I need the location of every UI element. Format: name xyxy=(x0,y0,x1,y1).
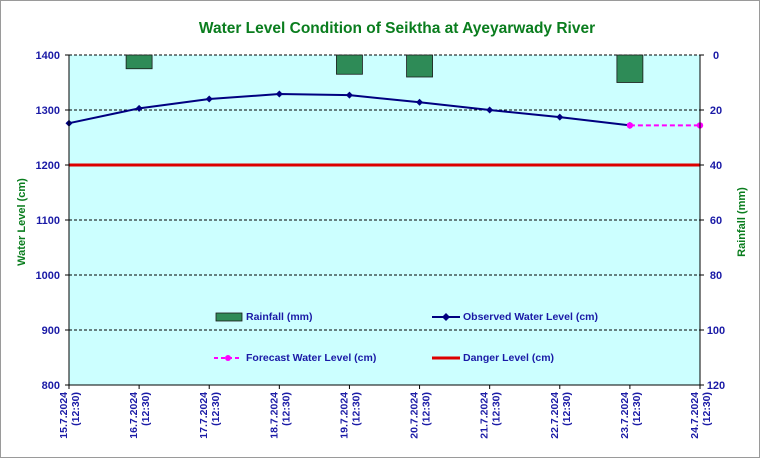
x-tick-time: (12:30) xyxy=(70,392,82,426)
observed-point xyxy=(416,98,424,106)
x-tick-date: 21.7.2024 xyxy=(479,392,491,439)
x-tick-date: 19.7.2024 xyxy=(338,392,350,439)
x-tick-date: 20.7.2024 xyxy=(409,392,421,439)
x-tick-time: (12:30) xyxy=(280,392,292,426)
y2-tick-label: 0 xyxy=(713,50,719,62)
forecast-point xyxy=(626,122,634,129)
observed-point xyxy=(486,106,494,114)
x-tick-time: (12:30) xyxy=(701,392,713,426)
x-tick-time: (12:30) xyxy=(210,392,222,426)
left-axis-ticks: 800 900 1000 1100 1200 1300 1400 xyxy=(36,50,69,392)
x-tick-date: 15.7.2024 xyxy=(58,392,70,439)
x-tick-date: 18.7.2024 xyxy=(268,392,280,439)
x-tick-date: 23.7.2024 xyxy=(619,392,631,439)
x-tick-label: 15.7.2024 (12:30) xyxy=(58,392,82,439)
y-tick-label: 900 xyxy=(42,325,60,337)
x-axis-ticks: 15.7.2024 (12:30) 16.7.2024 (12:30) 17.7.202… xyxy=(58,385,713,439)
x-tick-label: 17.7.2024 (12:30) xyxy=(198,392,222,439)
x-tick-label: 24.7.2024 (12:30) xyxy=(689,392,713,439)
x-tick-time: (12:30) xyxy=(491,392,503,426)
y2-tick-label: 120 xyxy=(707,380,725,392)
y-tick-label: 1400 xyxy=(36,50,60,62)
legend-label-rainfall: Rainfall (mm) xyxy=(246,311,313,323)
y-axis-label: Water Level (cm) xyxy=(16,178,28,266)
x-tick-time: (12:30) xyxy=(350,392,362,426)
x-tick-label: 19.7.2024 (12:30) xyxy=(338,392,362,439)
y2-axis-label: Rainfall (mm) xyxy=(736,187,748,257)
x-tick-label: 20.7.2024 (12:30) xyxy=(409,392,433,439)
legend-marker-observed xyxy=(442,313,450,321)
y2-tick-label: 80 xyxy=(710,270,722,282)
legend: Rainfall (mm) Observed Water Level (cm) … xyxy=(214,311,598,364)
y-tick-label: 1200 xyxy=(36,160,60,172)
x-tick-label: 18.7.2024 (12:30) xyxy=(268,392,292,439)
rainfall-bar xyxy=(125,54,153,70)
legend-label-forecast: Forecast Water Level (cm) xyxy=(246,352,376,364)
x-tick-label: 22.7.2024 (12:30) xyxy=(549,392,573,439)
y-tick-label: 1300 xyxy=(36,105,60,117)
x-tick-label: 21.7.2024 (12:30) xyxy=(479,392,503,439)
rainfall-bar xyxy=(616,54,644,83)
y2-tick-label: 40 xyxy=(710,160,722,172)
x-tick-date: 17.7.2024 xyxy=(198,392,210,439)
legend-label-danger: Danger Level (cm) xyxy=(463,352,554,364)
y2-tick-label: 60 xyxy=(710,215,722,227)
x-tick-time: (12:30) xyxy=(631,392,643,426)
rainfall-bar xyxy=(406,54,433,78)
y2-tick-label: 100 xyxy=(707,325,725,337)
legend-swatch-rainfall xyxy=(215,312,243,322)
observed-point xyxy=(345,91,353,99)
x-tick-date: 24.7.2024 xyxy=(689,392,701,439)
x-tick-time: (12:30) xyxy=(421,392,433,426)
legend-label-observed: Observed Water Level (cm) xyxy=(463,311,598,323)
observed-point xyxy=(135,104,143,112)
rainfall-bars xyxy=(125,54,644,83)
chart-title: Water Level Condition of Seiktha at Ayey… xyxy=(199,20,595,37)
observed-point xyxy=(556,113,564,121)
observed-point xyxy=(275,90,283,98)
rainfall-bar xyxy=(336,54,363,75)
x-tick-date: 22.7.2024 xyxy=(549,392,561,439)
right-axis-ticks: 0 20 40 60 80 100 120 xyxy=(700,50,725,392)
x-tick-time: (12:30) xyxy=(140,392,152,426)
y-tick-label: 1100 xyxy=(36,215,60,227)
observed-point xyxy=(205,95,213,103)
x-tick-time: (12:30) xyxy=(561,392,573,426)
legend-marker-forecast xyxy=(225,355,231,361)
y-tick-label: 800 xyxy=(42,380,60,392)
y2-tick-label: 20 xyxy=(710,105,722,117)
x-tick-label: 23.7.2024 (12:30) xyxy=(619,392,643,439)
x-tick-label: 16.7.2024 (12:30) xyxy=(128,392,152,439)
y-tick-label: 1000 xyxy=(36,270,60,282)
x-tick-date: 16.7.2024 xyxy=(128,392,140,439)
